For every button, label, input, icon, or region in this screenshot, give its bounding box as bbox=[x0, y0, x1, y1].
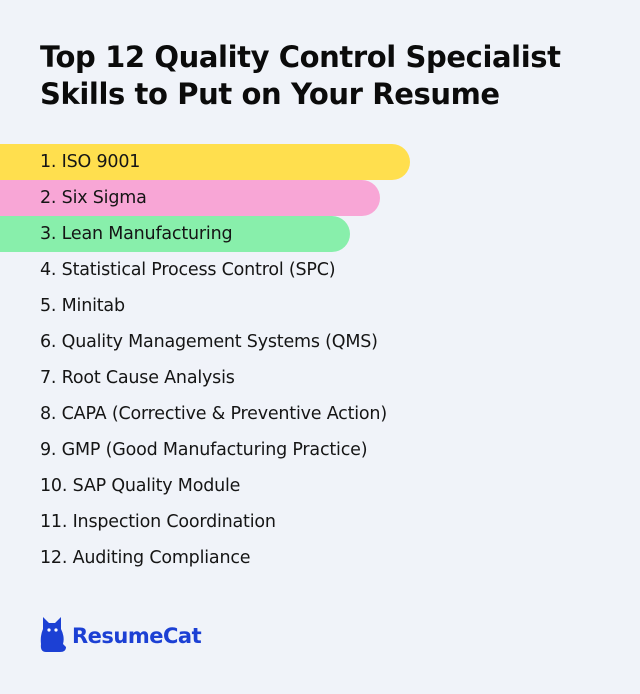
skill-item-7: 7. Root Cause Analysis bbox=[40, 368, 235, 388]
skill-item-3: 3. Lean Manufacturing bbox=[0, 216, 350, 252]
skill-item-5: 5. Minitab bbox=[40, 296, 125, 316]
skill-item-4: 4. Statistical Process Control (SPC) bbox=[40, 260, 336, 280]
brand-name: ResumeCat bbox=[72, 624, 202, 648]
skills-list: 1. ISO 9001 2. Six Sigma 3. Lean Manufac… bbox=[0, 144, 640, 576]
title-line-2: Skills to Put on Your Resume bbox=[40, 77, 500, 111]
page-title: Top 12 Quality Control Specialist Skills… bbox=[40, 39, 561, 113]
skill-item-9: 9. GMP (Good Manufacturing Practice) bbox=[40, 440, 368, 460]
skill-item-10: 10. SAP Quality Module bbox=[40, 476, 241, 496]
cat-icon bbox=[40, 615, 66, 657]
skill-item-1: 1. ISO 9001 bbox=[0, 144, 410, 180]
skill-item-8: 8. CAPA (Corrective & Preventive Action) bbox=[40, 404, 387, 424]
skill-item-11: 11. Inspection Coordination bbox=[40, 512, 276, 532]
skill-item-6: 6. Quality Management Systems (QMS) bbox=[40, 332, 378, 352]
skill-item-12: 12. Auditing Compliance bbox=[40, 548, 251, 568]
brand-logo[interactable]: ResumeCat bbox=[40, 615, 202, 657]
skill-item-2: 2. Six Sigma bbox=[0, 180, 380, 216]
title-line-1: Top 12 Quality Control Specialist bbox=[40, 40, 561, 74]
